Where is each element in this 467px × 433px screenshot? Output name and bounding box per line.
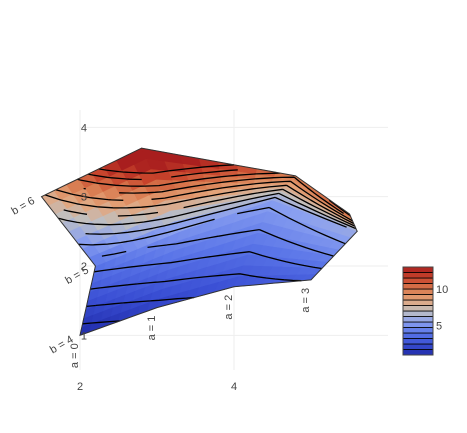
- colorbar-band-14: [403, 273, 433, 279]
- a-axis-label-0: a = 0: [69, 343, 81, 368]
- colorbar-band-9: [403, 300, 433, 306]
- colorbar-tick-label-1: 10: [436, 284, 448, 296]
- a-axis-label-2: a = 2: [223, 295, 235, 320]
- colorbar-band-1: [403, 344, 433, 350]
- colorbar-tick-label-0: 5: [436, 321, 442, 333]
- a-axis-label-3: a = 3: [300, 288, 312, 313]
- colorbar-band-0: [403, 350, 433, 356]
- colorbar-band-10: [403, 295, 433, 301]
- colorbar-band-5: [403, 322, 433, 328]
- colorbar-band-12: [403, 284, 433, 290]
- colorbar-band-6: [403, 317, 433, 323]
- colorbar-band-3: [403, 333, 433, 339]
- b-axis-label-2: b = 6: [10, 195, 37, 218]
- y-tick-label-3: 4: [81, 122, 87, 134]
- y-tick-label-1: 2: [81, 261, 87, 273]
- colorbar-band-11: [403, 289, 433, 295]
- a-axis-label-1: a = 1: [146, 316, 158, 341]
- colorbar-band-4: [403, 328, 433, 334]
- x-tick-label-1: 4: [231, 381, 237, 393]
- x-tick-label-0: 2: [77, 381, 83, 393]
- colorbar-band-15: [403, 267, 433, 273]
- colorbar-band-13: [403, 278, 433, 284]
- colorbar-band-2: [403, 339, 433, 345]
- colorbar: 5 10: [403, 267, 448, 355]
- y-tick-label-2: 3: [81, 192, 87, 204]
- colorbar-band-7: [403, 311, 433, 317]
- colorbar-band-8: [403, 306, 433, 312]
- y-tick-label-0: 1: [81, 330, 87, 342]
